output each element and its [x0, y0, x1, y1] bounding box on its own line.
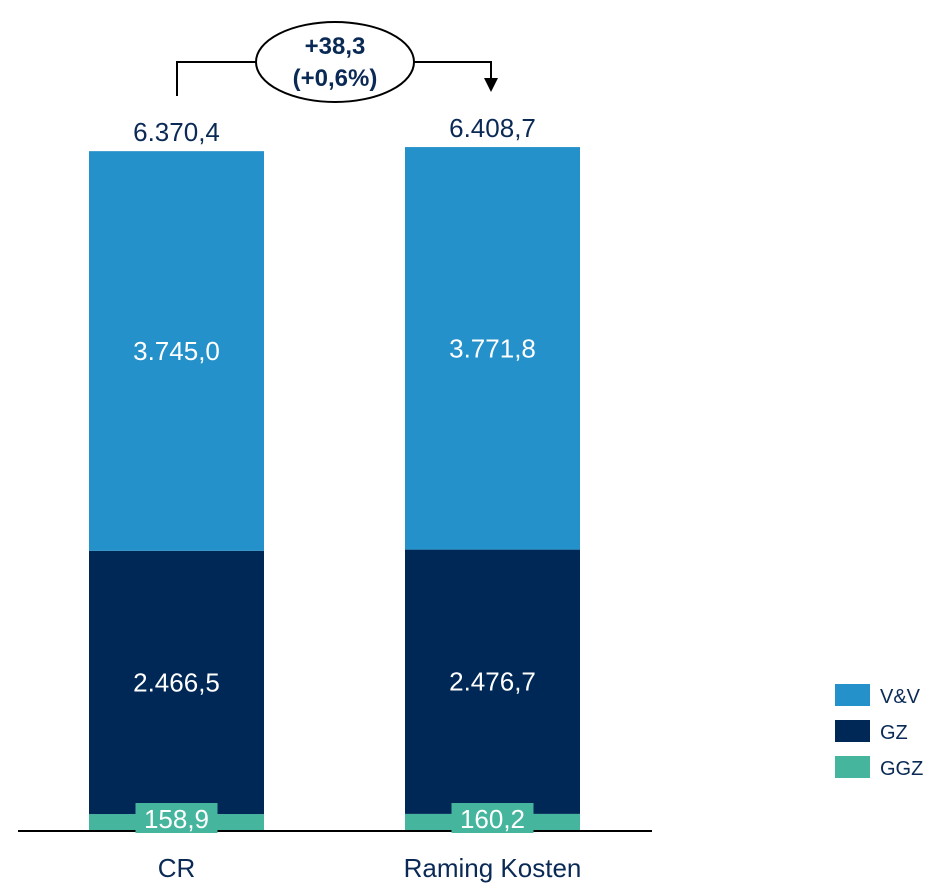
legend: V&V GZ GGZ [835, 684, 923, 780]
legend-label-gz: GZ [880, 722, 908, 744]
bars-group [89, 147, 580, 831]
legend-swatch-gz [835, 720, 870, 742]
difference-bracket-left [176, 61, 260, 96]
x-tick-label-cr: CR [158, 853, 196, 883]
difference-annotation: +38,3 (+0,6%) [176, 21, 498, 103]
difference-arrowhead [484, 78, 498, 92]
ggz-label-background-raming-kosten [451, 803, 534, 833]
difference-percent-label: (+0,6%) [293, 65, 378, 92]
x-tick-label-raming-kosten: Raming Kosten [404, 853, 582, 883]
data-label-gz-cr: 2.466,5 [133, 667, 220, 697]
total-label-raming-kosten: 6.408,7 [449, 113, 536, 143]
legend-swatch-ggz [835, 756, 870, 778]
difference-bracket-right [410, 61, 492, 80]
total-label-cr: 6.370,4 [133, 117, 220, 147]
difference-value-label: +38,3 [305, 33, 366, 60]
bar-v-v-raming-kosten [405, 147, 580, 550]
category-labels-group: CR Raming Kosten [158, 853, 582, 883]
data-label-v-v-cr: 3.745,0 [133, 336, 220, 366]
segment-labels-group: 158,9 2.466,5 3.745,0 160,2 2.476,7 3.771,8 [133, 333, 536, 834]
data-label-gz-raming-kosten: 2.476,7 [449, 667, 536, 697]
bar-gz-cr [89, 550, 264, 815]
data-label-ggz-cr: 158,9 [144, 804, 209, 834]
difference-bubble [255, 21, 415, 103]
bar-v-v-cr [89, 151, 264, 551]
data-label-ggz-raming-kosten: 160,2 [460, 804, 525, 834]
bar-gz-raming-kosten [405, 549, 580, 814]
total-labels-group: 6.370,4 6.408,7 [133, 113, 536, 147]
legend-label-ggz: GGZ [880, 758, 923, 780]
data-label-v-v-raming-kosten: 3.771,8 [449, 333, 536, 363]
legend-swatch-v-v [835, 684, 870, 706]
legend-label-v-v: V&V [880, 686, 921, 708]
ggz-label-background-cr [135, 803, 218, 833]
